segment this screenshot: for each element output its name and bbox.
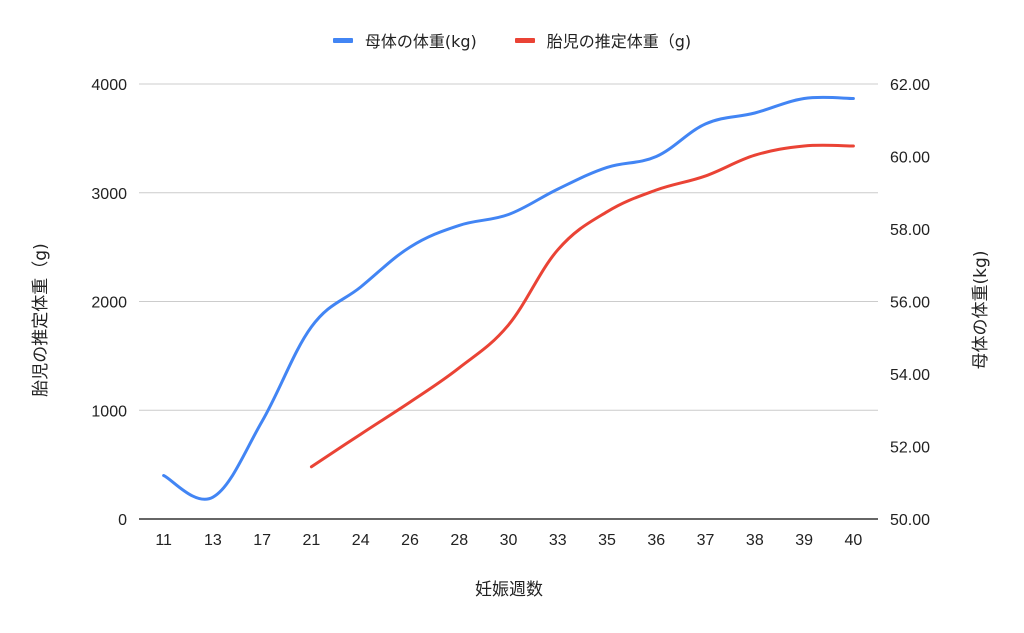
x-tick-label: 13 — [204, 532, 222, 549]
x-tick-label: 30 — [500, 532, 518, 549]
right-axis-ticks: 50.00 52.00 54.00 56.00 58.00 60.00 62.00 — [890, 77, 930, 529]
x-tick-label: 24 — [352, 532, 370, 549]
right-tick-label: 58.00 — [890, 222, 930, 239]
x-tick-label: 39 — [795, 532, 813, 549]
series-line-maternal-weight[interactable] — [162, 95, 855, 501]
right-tick-label: 50.00 — [890, 512, 930, 529]
x-tick-label: 38 — [746, 532, 764, 549]
chart-legend: 母体の体重(kg) 胎児の推定体重（g) — [0, 28, 1024, 52]
left-axis-ticks: 0 1000 2000 3000 4000 — [91, 77, 127, 529]
right-tick-label: 54.00 — [890, 367, 930, 384]
x-tick-label: 37 — [697, 532, 715, 549]
x-tick-label: 11 — [155, 532, 172, 549]
x-tick-label: 21 — [303, 532, 321, 549]
right-tick-label: 62.00 — [890, 77, 930, 94]
gridlines — [139, 83, 878, 411]
legend-label: 母体の体重(kg) — [364, 32, 477, 51]
left-tick-label: 0 — [118, 512, 127, 529]
series-line-fetal-weight[interactable] — [309, 143, 855, 469]
x-axis-title: 妊娠週数 — [475, 580, 543, 600]
left-tick-label: 2000 — [91, 295, 127, 312]
right-tick-label: 52.00 — [890, 440, 930, 457]
legend-item-fetal-weight[interactable]: 胎児の推定体重（g) — [514, 28, 692, 52]
x-axis-ticks: 11 13 17 21 24 26 28 30 33 35 36 37 38 39 40 — [155, 532, 862, 549]
x-tick-label: 36 — [647, 532, 665, 549]
right-tick-label: 56.00 — [890, 295, 930, 312]
right-axis-title: 母体の体重(kg) — [971, 251, 991, 370]
left-tick-label: 3000 — [91, 186, 127, 203]
x-tick-label: 26 — [401, 532, 419, 549]
left-tick-label: 1000 — [91, 403, 127, 420]
left-axis-title: 胎児の推定体重（g) — [31, 243, 51, 396]
legend-label: 胎児の推定体重（g) — [546, 32, 692, 51]
x-tick-label: 33 — [549, 532, 567, 549]
left-tick-label: 4000 — [91, 77, 127, 94]
x-tick-label: 35 — [598, 532, 616, 549]
x-tick-label: 40 — [844, 532, 862, 549]
right-tick-label: 60.00 — [890, 150, 930, 167]
legend-swatch-red-icon — [514, 37, 535, 43]
series-lines — [162, 95, 855, 501]
legend-swatch-blue-icon — [332, 37, 353, 43]
legend-item-maternal-weight[interactable]: 母体の体重(kg) — [332, 28, 477, 52]
x-tick-label: 28 — [450, 532, 468, 549]
x-tick-label: 17 — [253, 532, 271, 549]
